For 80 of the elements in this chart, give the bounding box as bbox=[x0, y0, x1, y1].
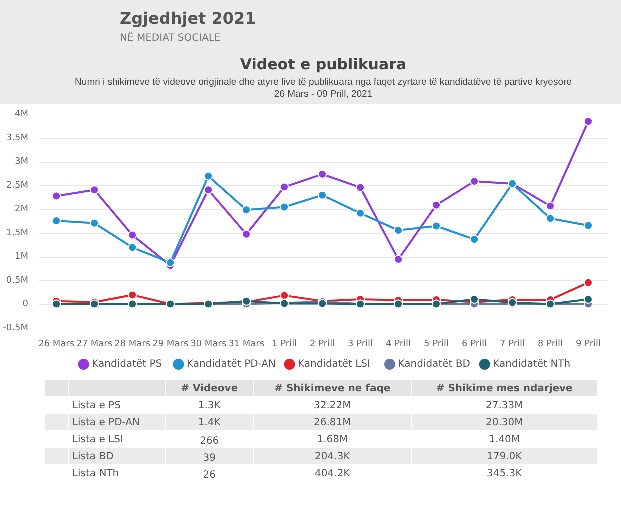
x-tick-label: 5 Prill bbox=[424, 340, 450, 350]
y-tick-label: -0.5M bbox=[3, 324, 28, 334]
legend-label: Kandidatët BD bbox=[398, 359, 471, 370]
y-tick-label: 1M bbox=[15, 252, 29, 262]
x-tick-label: 8 Prill bbox=[538, 340, 564, 350]
y-tick-label: 0.5M bbox=[6, 276, 28, 286]
legend-label: Kandidatët PS bbox=[92, 359, 162, 370]
x-tick-label: 9 Prill bbox=[576, 340, 602, 350]
point bbox=[166, 258, 176, 268]
data-label: 26.81M bbox=[314, 418, 352, 428]
text: NË MEDIAT SOCIALE bbox=[120, 31, 221, 44]
data-label: 204.3K bbox=[315, 452, 351, 462]
legend-label: Kandidatët PD-AN bbox=[186, 359, 276, 370]
data-label: 1.4K bbox=[198, 418, 222, 428]
point bbox=[204, 186, 214, 195]
x-tick-label: 31 Mars bbox=[228, 340, 265, 350]
data-label: 32.22M bbox=[314, 400, 352, 412]
x-tick-label: 29 Mars bbox=[152, 340, 189, 350]
point bbox=[242, 206, 252, 215]
y-tick-label: 2M bbox=[15, 204, 29, 215]
point bbox=[584, 278, 594, 288]
y-tick-label: 1.5M bbox=[6, 228, 28, 238]
data-label: 266 bbox=[200, 436, 220, 447]
chart-title: Videot e publikuara bbox=[240, 56, 407, 74]
data-label: 27.33M bbox=[486, 400, 524, 412]
data-label: 345.3K bbox=[487, 468, 523, 480]
category-label: Lista BD bbox=[72, 452, 114, 462]
legend-label: Kandidatët LSI bbox=[298, 359, 370, 370]
point bbox=[356, 208, 366, 218]
chart-subtitle: Numri i shikimeve të videove origjinale dhe atyre live të publikuara nga faqet zyrtare të kandidatëve të partive kryesore 26 Mars - 09 Prill, 2021 bbox=[75, 77, 572, 100]
series-label: # Shikimeve ne faqe bbox=[274, 384, 391, 394]
point bbox=[432, 222, 442, 231]
x-tick-label: 6 Prill bbox=[462, 340, 488, 350]
x-tick-label: 27 Mars bbox=[76, 340, 113, 350]
category-label: Lista e PD-AN bbox=[72, 418, 140, 428]
point bbox=[432, 200, 442, 210]
point bbox=[470, 177, 480, 186]
data-label: 1.40M bbox=[489, 434, 520, 446]
x-tick-label: 28 Mars bbox=[114, 340, 151, 350]
point bbox=[280, 182, 290, 192]
category-label: Lista e PS bbox=[72, 400, 121, 412]
y-tick-label: 3.5M bbox=[6, 133, 28, 144]
category-label: Lista e LSI bbox=[72, 434, 124, 446]
x-tick-label: 2 Prill bbox=[310, 340, 336, 350]
data-label: 1.68M bbox=[317, 434, 348, 446]
point bbox=[318, 190, 328, 200]
data-label: 404.2K bbox=[315, 468, 351, 480]
series-label: # Videove bbox=[181, 384, 238, 394]
point bbox=[90, 186, 100, 195]
point bbox=[52, 192, 62, 201]
point bbox=[128, 243, 138, 252]
data-label: 179.0K bbox=[487, 452, 523, 462]
category-label: Lista NTh bbox=[72, 468, 120, 480]
point bbox=[546, 214, 556, 224]
point bbox=[204, 172, 214, 181]
text: Zgjedhjet 2021 bbox=[120, 9, 256, 28]
point bbox=[356, 183, 366, 192]
x-tick-label: 26 Mars bbox=[38, 340, 75, 350]
point bbox=[242, 230, 252, 239]
data-label: 39 bbox=[203, 453, 216, 464]
y-tick-label: 4M bbox=[15, 110, 29, 120]
point bbox=[318, 170, 328, 179]
x-tick-label: 4 Prill bbox=[386, 340, 412, 350]
legend-label: Kandidatët NTh bbox=[493, 359, 571, 370]
point bbox=[470, 295, 480, 304]
y-tick-label: 2.5M bbox=[6, 180, 28, 191]
point bbox=[90, 218, 100, 228]
data-label: 20.30M bbox=[486, 418, 524, 428]
x-tick-label: 1 Prill bbox=[272, 340, 298, 350]
x-tick-label: 3 Prill bbox=[348, 340, 374, 350]
point bbox=[128, 290, 138, 300]
series-label: # Shikime mes ndarjeve bbox=[436, 384, 574, 394]
data-label: 1.3K bbox=[198, 400, 222, 412]
data-label: 26 bbox=[203, 470, 216, 481]
x-tick-label: 30 Mars bbox=[190, 340, 227, 350]
point bbox=[280, 202, 290, 212]
point bbox=[128, 230, 138, 240]
x-tick-label: 7 Prill bbox=[500, 340, 526, 350]
y-tick-label: 3M bbox=[15, 157, 29, 168]
y-tick-label: 0 bbox=[22, 300, 29, 310]
